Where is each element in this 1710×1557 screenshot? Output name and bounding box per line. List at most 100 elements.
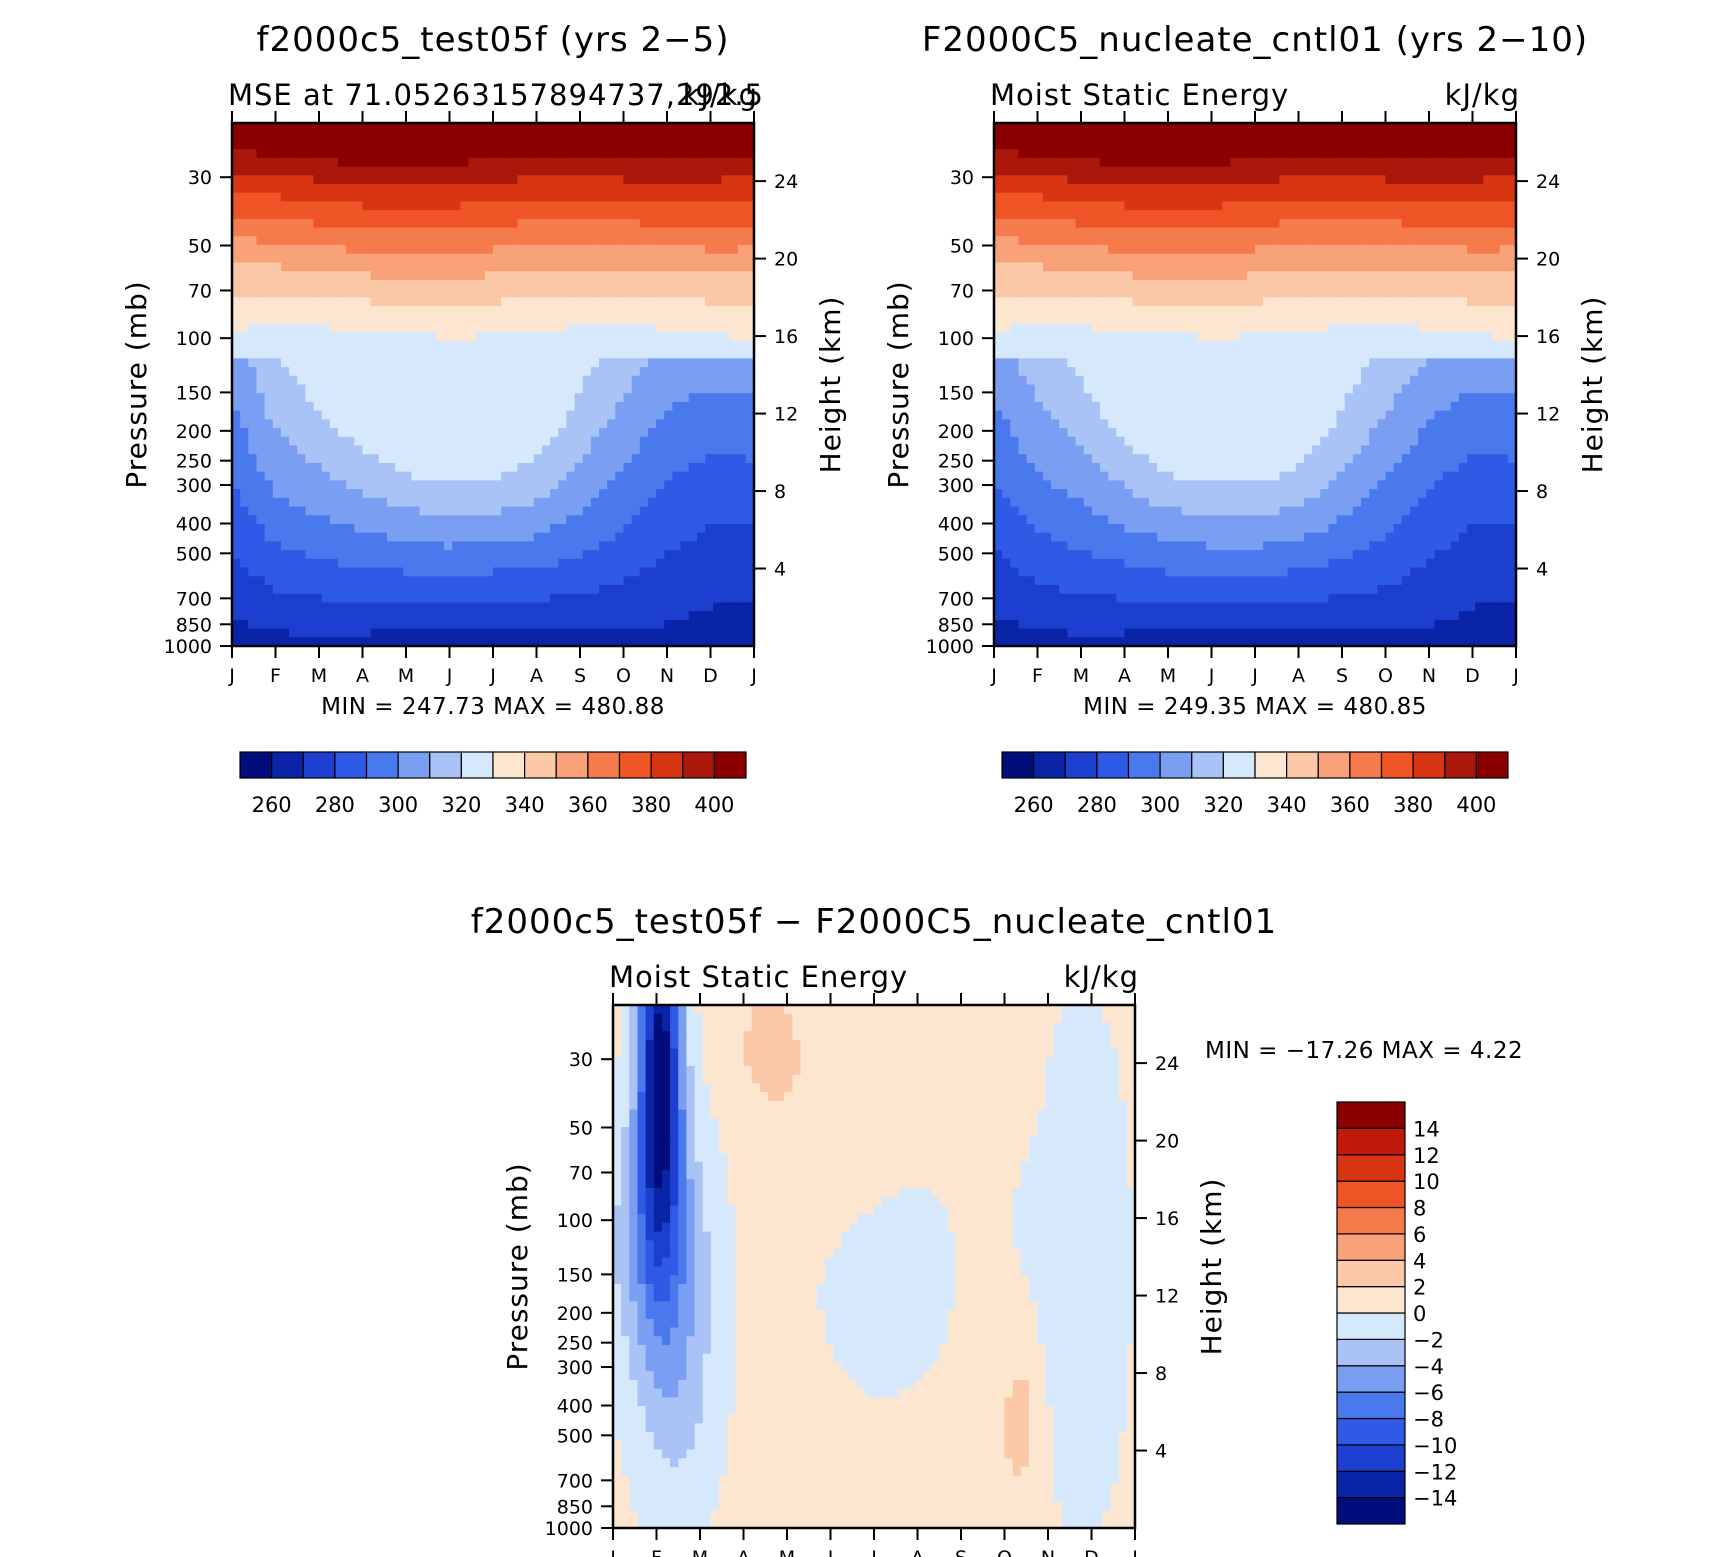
contour-cell: [1018, 184, 1028, 194]
contour-cell: [737, 532, 747, 542]
contour-cell: [493, 480, 502, 490]
contour-cell: [232, 471, 241, 481]
contour-cell: [1034, 314, 1044, 325]
contour-cell: [1075, 584, 1085, 595]
contour-cell: [647, 218, 657, 229]
contour-cell: [444, 593, 453, 604]
contour-cell: [378, 375, 388, 386]
contour-cell: [745, 419, 755, 429]
contour-cell: [994, 236, 1003, 246]
contour-cell: [729, 558, 739, 569]
contour-cell: [558, 428, 568, 438]
contour-cell: [240, 532, 249, 542]
contour-cell: [362, 637, 372, 647]
contour-cell: [362, 593, 372, 604]
contour-cell: [994, 393, 1003, 403]
contour-cell: [313, 532, 323, 542]
contour-cell: [1042, 375, 1052, 386]
contour-cell: [378, 253, 388, 264]
contour-cell: [305, 401, 315, 412]
contour-cell: [321, 184, 331, 194]
contour-cell: [289, 210, 298, 220]
contour-cell: [419, 384, 429, 394]
contour-cell: [362, 123, 372, 133]
contour-cell: [297, 584, 307, 595]
contour-cell: [484, 123, 494, 133]
contour-cell: [1042, 245, 1052, 255]
contour-cell: [1067, 288, 1077, 298]
contour-cell: [705, 428, 714, 438]
contour-cell: [427, 480, 437, 490]
contour-cell: [582, 375, 592, 386]
contour-cell: [525, 445, 535, 455]
contour-cell: [493, 506, 502, 516]
contour-cell: [1042, 192, 1052, 203]
contour-cell: [696, 410, 706, 420]
contour-cell: [501, 288, 510, 298]
contour-cell: [639, 157, 649, 168]
contour-cell: [435, 558, 445, 569]
contour-cell: [297, 367, 307, 377]
contour-cell: [232, 123, 241, 133]
contour-cell: [1124, 175, 1134, 185]
contour-cell: [329, 131, 339, 142]
contour-cell: [346, 628, 355, 638]
contour-cell: [1002, 445, 1011, 455]
contour-cell: [419, 166, 429, 176]
contour-cell: [1026, 462, 1036, 473]
contour-cell: [713, 611, 722, 621]
contour-cell: [460, 419, 470, 429]
contour-cell: [1051, 436, 1060, 447]
contour-cell: [615, 584, 625, 595]
contour-cell: [411, 262, 421, 272]
contour-cell: [550, 210, 559, 220]
contour-cell: [656, 297, 665, 307]
contour-cell: [656, 253, 665, 264]
contour-cell: [1083, 297, 1093, 307]
contour-cell: [1075, 541, 1085, 551]
contour-cell: [272, 419, 282, 429]
contour-cell: [721, 140, 731, 150]
contour-cell: [468, 489, 478, 499]
contour-cell: [1075, 393, 1085, 403]
contour-cell: [696, 227, 706, 237]
contour-cell: [403, 157, 413, 168]
contour-cell: [419, 184, 429, 194]
contour-cell: [656, 218, 665, 229]
contour-cell: [329, 628, 339, 638]
contour-cell: [1067, 271, 1077, 281]
contour-cell: [289, 523, 298, 534]
contour-cell: [411, 149, 421, 159]
contour-cell: [411, 462, 421, 473]
contour-cell: [272, 279, 282, 290]
contour-cell: [289, 393, 298, 403]
contour-cell: [647, 245, 657, 255]
contour-cell: [1116, 384, 1126, 394]
contour-cell: [256, 584, 266, 595]
contour-cell: [1034, 157, 1044, 168]
contour-cell: [329, 140, 339, 150]
contour-cell: [419, 462, 429, 473]
contour-cell: [452, 306, 461, 316]
contour-cell: [452, 454, 461, 464]
contour-cell: [1018, 123, 1028, 133]
contour-cell: [419, 288, 429, 298]
contour-cell: [664, 323, 674, 333]
contour-cell: [590, 619, 600, 630]
contour-cell: [680, 131, 690, 142]
contour-cell: [558, 218, 568, 229]
contour-cell: [484, 271, 494, 281]
contour-cell: [354, 497, 364, 508]
contour-cell: [705, 323, 714, 333]
contour-cell: [525, 436, 535, 447]
contour-cell: [705, 619, 714, 630]
contour-cell: [1132, 288, 1142, 298]
contour-cell: [631, 602, 641, 612]
contour-cell: [460, 506, 470, 516]
contour-cell: [680, 279, 690, 290]
contour-cell: [493, 375, 502, 386]
contour-cell: [647, 201, 657, 211]
contour-cell: [256, 558, 266, 569]
contour-cell: [232, 558, 241, 569]
contour-cell: [493, 628, 502, 638]
